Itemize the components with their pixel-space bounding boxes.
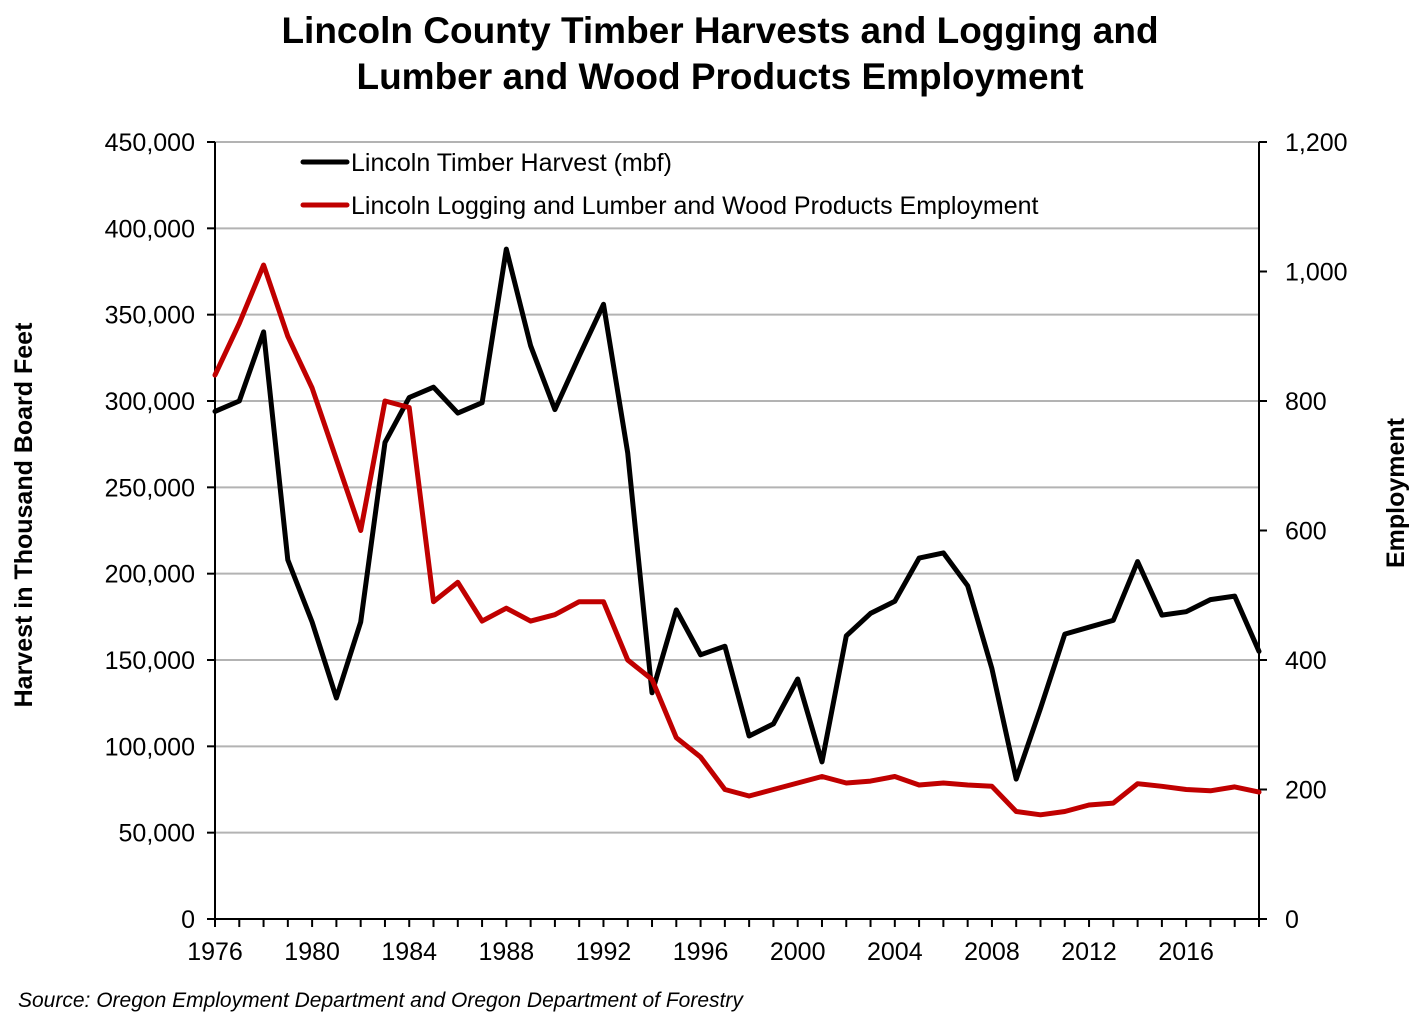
legend: Lincoln Timber Harvest (mbf) Lincoln Logg… (300, 149, 1039, 220)
y-tick-label: 100,000 (105, 733, 195, 761)
y-tick-label: 450,000 (105, 129, 195, 157)
legend-label: Lincoln Logging and Lumber and Wood Prod… (351, 192, 1039, 220)
x-tick-label: 1992 (576, 938, 632, 966)
x-tick-label: 2012 (1061, 938, 1117, 966)
x-tick-label: 1980 (284, 938, 340, 966)
y2-tick-label: 200 (1285, 777, 1327, 805)
chart-title-line-1: Lincoln County Timber Harvests and Loggi… (281, 10, 1159, 51)
y2-tick-label: 600 (1285, 518, 1327, 546)
y2-tick-label: 0 (1285, 906, 1299, 934)
x-tick-label: 2008 (964, 938, 1020, 966)
x-tick-label: 1976 (187, 938, 243, 966)
legend-label: Lincoln Timber Harvest (mbf) (351, 149, 672, 177)
y-tick-label: 400,000 (105, 215, 195, 243)
y-tick-label: 350,000 (105, 302, 195, 330)
x-tick-label: 2016 (1158, 938, 1214, 966)
chart-title: Lincoln County Timber Harvests and Loggi… (0, 8, 1420, 100)
series-line-employment (212, 262, 1262, 818)
axes: 0 50,000 100,000 150,000 200,000 250,000 300,0… (105, 129, 1348, 966)
y2-tick-label: 1,000 (1285, 259, 1348, 287)
gridlines (215, 141, 1259, 834)
y-tick-label: 150,000 (105, 647, 195, 675)
x-tick-label: 1996 (673, 938, 729, 966)
chart-title-line-2: Lumber and Wood Products Employment (356, 56, 1084, 97)
y2-tick-label: 1,200 (1285, 129, 1348, 157)
y2-tick-label: 800 (1285, 388, 1327, 416)
y-axis-label: Harvest in Thousand Board Feet (10, 322, 38, 707)
y-tick-label: 300,000 (105, 388, 195, 416)
x-tick-label: 2004 (867, 938, 923, 966)
y-tick-label: 250,000 (105, 474, 195, 502)
x-tick-label: 1988 (479, 938, 535, 966)
series-line-timber-harvest (212, 246, 1262, 782)
source-note: Source: Oregon Employment Department and… (18, 989, 743, 1012)
y-tick-label: 50,000 (119, 820, 195, 848)
y2-tick-label: 400 (1285, 647, 1327, 675)
series-lines (212, 246, 1262, 818)
x-tick-label: 2000 (770, 938, 826, 966)
y2-axis-label: Employment (1382, 417, 1410, 568)
y-tick-label: 200,000 (105, 561, 195, 589)
x-tick-label: 1984 (381, 938, 437, 966)
y-tick-label: 0 (181, 906, 195, 934)
